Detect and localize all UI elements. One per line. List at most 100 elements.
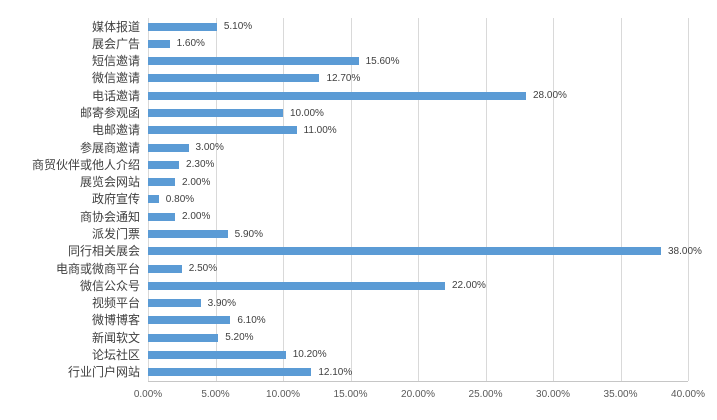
bar-row: 展览会网站 2.00% <box>0 174 688 191</box>
category-label: 邮寄参观函 <box>79 106 140 121</box>
category-label: 媒体报道 <box>91 19 140 34</box>
bar <box>148 264 182 273</box>
bar-track: 2.00% <box>148 174 688 191</box>
bar <box>148 22 217 31</box>
x-axis-tick-label: 35.00% <box>603 389 638 400</box>
bar <box>148 299 201 308</box>
bar <box>148 57 359 66</box>
gridline <box>553 18 554 381</box>
bar-row: 微信邀请 12.70% <box>0 70 688 87</box>
category-label: 展会广告 <box>91 36 140 51</box>
bar-track: 11.00% <box>148 122 688 139</box>
bar <box>148 212 175 221</box>
bar-row: 电邮邀请 11.00% <box>0 122 688 139</box>
bar-track: 28.00% <box>148 87 688 104</box>
bar <box>148 178 175 187</box>
category-label: 商贸伙伴或他人介绍 <box>31 157 140 172</box>
bar-row: 微博博客 6.10% <box>0 312 688 329</box>
bar-row: 短信邀请 15.60% <box>0 53 688 70</box>
bar-track: 10.00% <box>148 104 688 121</box>
bar-track: 10.20% <box>148 346 688 363</box>
bar-row: 政府宣传 0.80% <box>0 191 688 208</box>
data-label: 6.10% <box>237 314 266 326</box>
bar <box>148 316 231 325</box>
bar <box>148 126 297 135</box>
category-label: 派发门票 <box>91 227 140 242</box>
gridline <box>688 18 689 381</box>
bar <box>148 160 180 169</box>
bar <box>148 109 283 118</box>
data-label: 2.50% <box>188 263 218 275</box>
category-label: 展览会网站 <box>79 175 140 190</box>
data-label: 10.00% <box>290 107 324 119</box>
bar-row: 商贸伙伴或他人介绍 2.30% <box>0 156 688 173</box>
category-label: 视频平台 <box>91 296 140 311</box>
data-label: 10.20% <box>292 349 327 361</box>
bar-row: 电商或微商平台 2.50% <box>0 260 688 277</box>
gridline <box>620 18 622 381</box>
bar-row: 电话邀请 28.00% <box>0 87 688 104</box>
bar <box>148 143 189 152</box>
bar-track: 6.10% <box>148 312 688 329</box>
bar-row: 视频平台 3.90% <box>0 295 688 312</box>
x-axis-tick-label: 10.00% <box>266 389 300 400</box>
bar-track: 12.10% <box>148 364 688 381</box>
bar-row: 派发门票 5.90% <box>0 225 688 242</box>
data-label: 0.80% <box>165 193 195 205</box>
bar-row: 展会广告 1.60% <box>0 35 688 52</box>
data-label: 11.00% <box>303 124 337 136</box>
bar-row: 微信公众号 22.00% <box>0 277 688 294</box>
bar-track: 15.60% <box>148 53 688 70</box>
data-label: 38.00% <box>668 245 702 257</box>
bar-track: 2.00% <box>148 208 688 225</box>
bar <box>148 39 170 48</box>
bar-track: 2.50% <box>148 260 688 277</box>
category-label: 电商或微商平台 <box>55 261 140 276</box>
x-axis-tick-label: 0.00% <box>133 389 163 400</box>
bar-row: 商协会通知 2.00% <box>0 208 688 225</box>
bar-row: 参展商邀请 3.00% <box>0 139 688 156</box>
data-label: 28.00% <box>533 90 567 102</box>
category-label: 论坛社区 <box>91 347 140 362</box>
category-label: 微博博客 <box>91 313 140 328</box>
category-label: 短信邀请 <box>91 54 140 69</box>
data-label: 12.10% <box>318 366 353 378</box>
bar-row: 媒体报道 5.10% <box>0 18 688 35</box>
data-label: 5.10% <box>223 21 253 33</box>
category-label: 电邮邀请 <box>91 123 140 138</box>
x-axis-tick-label: 15.00% <box>333 389 368 400</box>
bar-row: 邮寄参观函 10.00% <box>0 104 688 121</box>
bar-track: 5.20% <box>148 329 688 346</box>
category-label: 电话邀请 <box>91 88 140 103</box>
category-label: 商协会通知 <box>79 209 140 224</box>
data-label: 2.30% <box>186 159 215 171</box>
bar <box>148 333 219 342</box>
category-label: 新闻软文 <box>91 330 140 345</box>
bar-track: 3.90% <box>148 295 688 312</box>
bar-track: 2.30% <box>148 156 688 173</box>
bar-track: 38.00% <box>148 243 702 260</box>
bar <box>148 230 228 239</box>
bar <box>148 368 312 377</box>
bar-track: 3.00% <box>148 139 688 156</box>
category-label: 行业门户网站 <box>67 365 140 380</box>
gridline <box>418 18 419 381</box>
bar-track: 12.70% <box>148 70 688 87</box>
gridline <box>350 18 352 381</box>
bar-row: 同行相关展会 38.00% <box>0 243 702 260</box>
gridline <box>215 18 217 381</box>
x-axis-tick-label: 20.00% <box>401 389 435 400</box>
x-axis-tick-label: 25.00% <box>468 389 503 400</box>
data-label: 1.60% <box>176 38 205 50</box>
x-axis-tick-label: 30.00% <box>536 389 570 400</box>
gridline <box>485 18 487 381</box>
bar-row: 论坛社区 10.20% <box>0 346 688 363</box>
data-label: 12.70% <box>326 72 361 84</box>
x-axis-tick-label: 40.00% <box>671 389 705 400</box>
bar-rows: 媒体报道 5.10% 展会广告 1.60% 短信邀请 15.60% 微信邀请 12.70% 电话… <box>0 18 702 381</box>
bar <box>148 350 286 359</box>
data-label: 2.00% <box>182 176 211 188</box>
bar-track: 5.90% <box>148 225 688 242</box>
bar-track: 1.60% <box>148 35 688 52</box>
